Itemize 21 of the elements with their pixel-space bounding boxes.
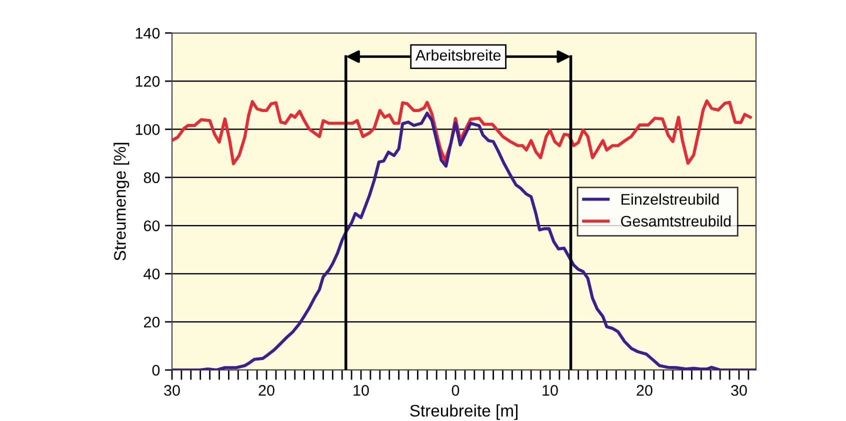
x-tick-label: 20	[258, 384, 274, 396]
y-tick-label: 120	[136, 76, 160, 87]
x-tick-label: 30	[164, 384, 180, 396]
line-series	[172, 99, 752, 166]
annotation: Arbeitsbreite	[415, 49, 501, 61]
y-tick-label: 80	[144, 172, 160, 184]
x-tick-label: 30	[731, 384, 747, 396]
y-axis-title: Streumenge [%]	[114, 142, 130, 260]
x-tick-label: 20	[636, 384, 652, 396]
x-tick-label: 10	[354, 384, 369, 396]
y-tick-label: 40	[144, 268, 160, 280]
y-tick-label: 20	[144, 316, 160, 328]
x-tick-label: 0	[452, 384, 460, 396]
legend-label: Einzelstreubild	[622, 194, 719, 205]
y-tick-label: 140	[136, 28, 160, 39]
y-tick-label: 0	[152, 364, 160, 376]
x-axis-title: Streubreite [m]	[410, 404, 518, 420]
y-tick-label: 60	[144, 220, 160, 232]
y-tick-label: 100	[136, 124, 160, 135]
legend-label: Gesamtstreubild	[621, 215, 731, 227]
x-tick-label: 10	[542, 384, 558, 396]
